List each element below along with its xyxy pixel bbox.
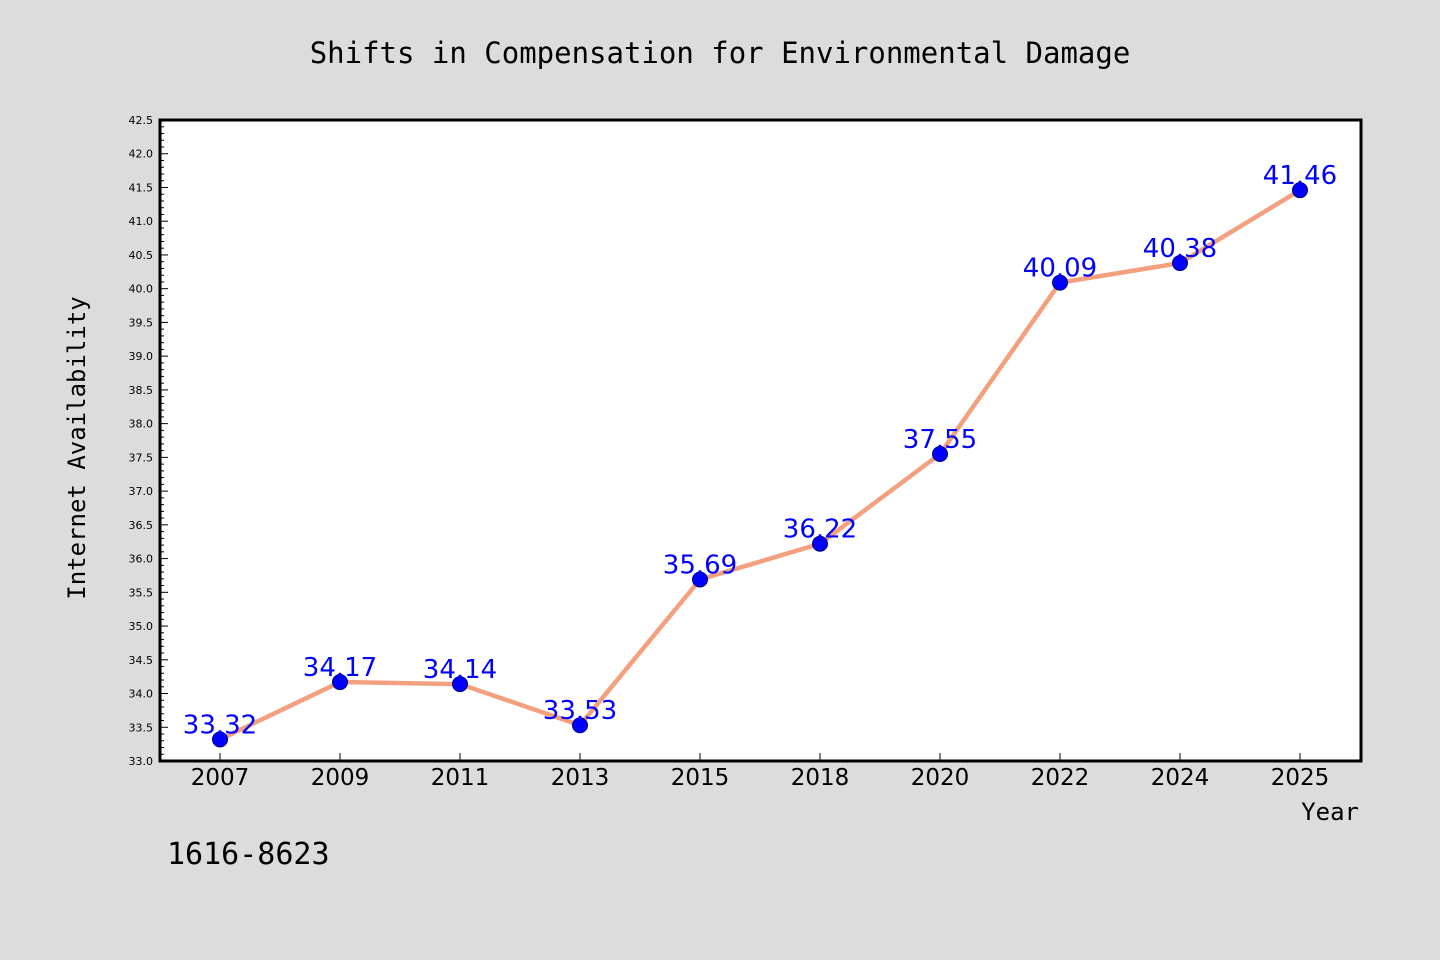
chart-title: Shifts in Compensation for Environmental…: [310, 36, 1131, 70]
plot-area: [158, 118, 1363, 763]
x-tick-label: 2025: [1271, 765, 1330, 791]
data-label: 35.69: [663, 550, 737, 580]
y-tick-label: 40.0: [129, 283, 154, 296]
data-point-marker: [212, 731, 228, 748]
y-tick-label: 36.0: [129, 553, 154, 566]
data-point-marker: [932, 445, 948, 462]
y-axis-label: Internet Availability: [63, 296, 91, 599]
data-label: 40.38: [1143, 234, 1217, 264]
y-tick-label: 35.0: [129, 620, 154, 633]
y-axis-ticks: 33.0 33.5 34.0 34.5 35.0 35.5 36.0 36.5 37.0 37.5…: [129, 114, 168, 768]
data-label: 40.09: [1023, 254, 1097, 284]
data-markers: [212, 182, 1308, 748]
data-point-marker: [1172, 255, 1188, 272]
x-tick-label: 2015: [671, 765, 730, 791]
data-point-marker: [1292, 182, 1308, 199]
y-tick-label: 33.0: [129, 755, 154, 768]
x-axis-label: Year: [1301, 798, 1359, 826]
data-label: 41.46: [1263, 161, 1337, 191]
x-tick-label: 2020: [911, 765, 970, 791]
y-tick-label: 41.5: [129, 181, 154, 194]
y-tick-label: 41.0: [129, 215, 154, 228]
y-tick-label: 42.5: [129, 114, 154, 127]
y-tick-label: 33.5: [129, 721, 154, 734]
x-tick-label: 2022: [1031, 765, 1090, 791]
y-tick-label: 38.0: [129, 418, 154, 431]
x-tick-label: 2024: [1151, 765, 1210, 791]
data-point-marker: [332, 674, 348, 691]
y-tick-label: 37.5: [129, 451, 154, 464]
x-tick-label: 2013: [551, 765, 610, 791]
y-tick-label: 40.5: [129, 249, 154, 262]
y-tick-label: 38.5: [129, 384, 154, 397]
data-point-marker: [452, 676, 468, 693]
x-tick-label: 2011: [431, 765, 490, 791]
data-point-marker: [1052, 274, 1068, 291]
data-point-marker: [572, 717, 588, 734]
x-tick-label: 2018: [791, 765, 850, 791]
y-tick-label: 36.5: [129, 519, 154, 532]
data-label: 34.17: [303, 653, 377, 683]
data-point-marker: [692, 571, 708, 588]
y-tick-label: 39.0: [129, 350, 154, 363]
data-label: 33.32: [183, 710, 257, 740]
x-tick-label: 2009: [311, 765, 370, 791]
x-tick-label: 2007: [191, 765, 250, 791]
data-labels: 33.32 34.17 34.14 33.53 35.69 36.22 37.55 40.09…: [183, 161, 1337, 740]
y-tick-label: 42.0: [129, 148, 154, 161]
data-label: 34.14: [423, 655, 497, 685]
y-tick-label: 34.5: [129, 654, 154, 667]
data-label: 36.22: [783, 515, 857, 545]
data-label: 37.55: [903, 425, 977, 455]
footnote: 1616-8623: [167, 837, 330, 872]
y-tick-label: 35.5: [129, 586, 154, 599]
y-tick-label: 34.0: [129, 688, 154, 701]
y-tick-label: 39.5: [129, 316, 154, 329]
x-axis-ticks: 2007 2009 2011 2013 2015 2018 2020 2022 2024 2025: [191, 753, 1330, 791]
series-line: [217, 187, 1303, 742]
y-tick-label: 37.0: [129, 485, 154, 498]
data-label: 33.53: [543, 696, 617, 726]
data-point-marker: [812, 535, 828, 552]
